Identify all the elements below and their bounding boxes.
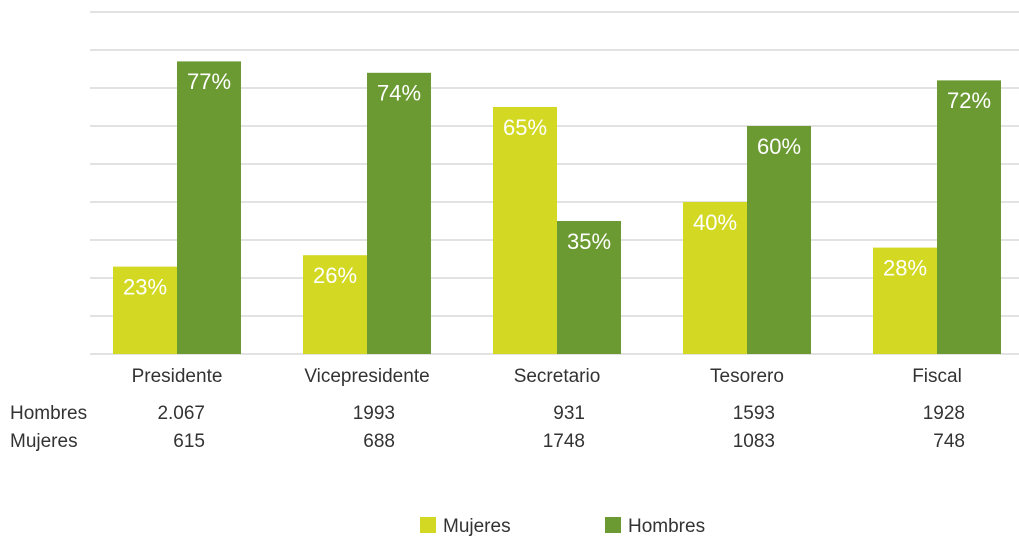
table-cell: 748 — [933, 431, 965, 452]
table-cell: 1993 — [353, 403, 395, 424]
table-row-label: Hombres — [10, 403, 87, 424]
table-cell: 1928 — [923, 403, 965, 424]
data-label: 74% — [377, 81, 421, 106]
x-tick-label: Fiscal — [912, 366, 962, 387]
legend-swatch — [605, 517, 621, 533]
data-label: 26% — [313, 263, 357, 288]
table-cell: 615 — [173, 431, 205, 452]
bar — [683, 202, 747, 354]
table-cell: 1748 — [543, 431, 585, 452]
data-label: 65% — [503, 115, 547, 140]
x-tick-label: Presidente — [132, 366, 223, 387]
table-cell: 688 — [363, 431, 395, 452]
bar — [937, 80, 1001, 355]
data-label: 23% — [123, 274, 167, 299]
legend-label: Mujeres — [443, 516, 511, 537]
bar — [303, 255, 367, 354]
x-tick-label: Vicepresidente — [304, 366, 429, 387]
data-label: 60% — [757, 134, 801, 159]
data-label: 72% — [947, 88, 991, 113]
legend-label: Hombres — [628, 516, 705, 537]
table-cell: 931 — [553, 403, 585, 424]
bar — [367, 72, 431, 355]
table-row-label: Mujeres — [10, 431, 78, 452]
data-label: 28% — [883, 255, 927, 280]
x-tick-label: Secretario — [514, 366, 601, 387]
table-cell: 2.067 — [157, 403, 205, 424]
legend-swatch — [420, 517, 436, 533]
bar — [113, 266, 177, 354]
data-label: 35% — [567, 229, 611, 254]
bar — [557, 221, 621, 354]
bar — [873, 247, 937, 354]
bar — [177, 61, 241, 355]
x-tick-label: Tesorero — [710, 366, 784, 387]
data-label: 77% — [187, 69, 231, 94]
data-label: 40% — [693, 210, 737, 235]
table-cell: 1593 — [733, 403, 775, 424]
table-cell: 1083 — [733, 431, 775, 452]
bar — [747, 126, 811, 354]
bar — [493, 107, 557, 354]
